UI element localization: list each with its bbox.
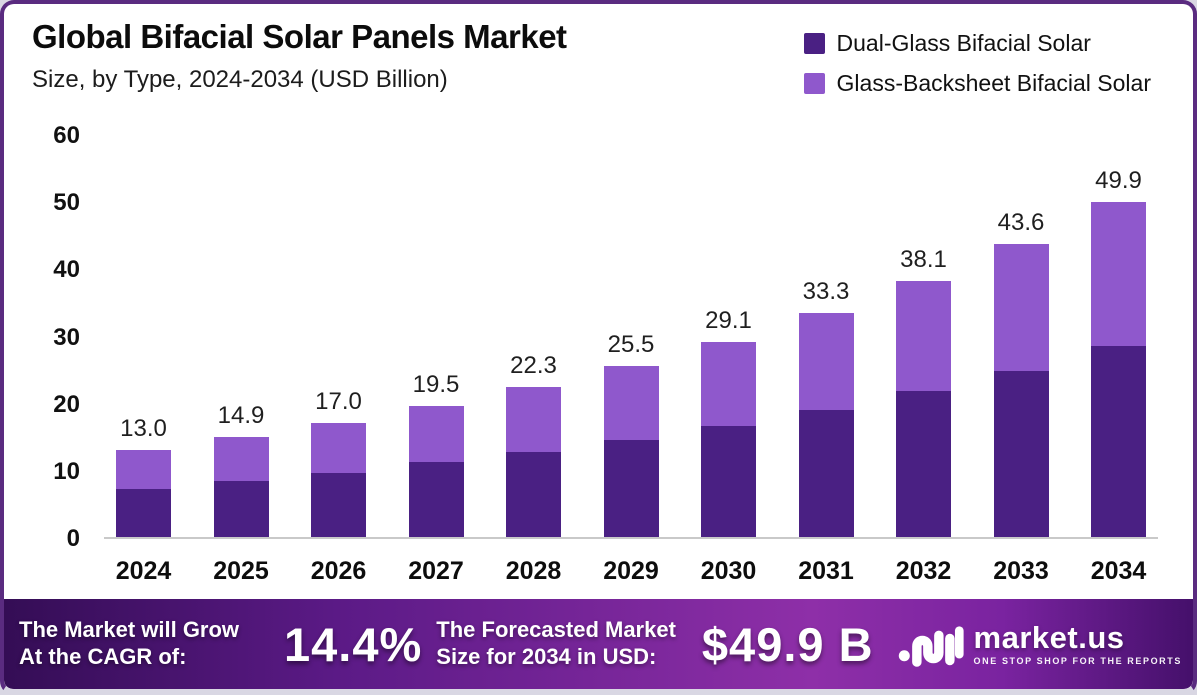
bar-segment-glass-backsheet [798, 313, 854, 411]
y-axis-tick-label: 40 [53, 256, 80, 284]
bar-total-label: 33.3 [802, 278, 850, 306]
bar-group: 33.3 [798, 278, 854, 537]
brand-tagline: ONE STOP SHOP FOR THE REPORTS [973, 656, 1182, 666]
bar-group: 29.1 [701, 307, 756, 537]
brand-logo: market.us ONE STOP SHOP FOR THE REPORTS [898, 615, 1182, 673]
cagr-label: The Market will Grow At the CAGR of: [19, 617, 284, 671]
bar-segment-glass-backsheet [993, 244, 1049, 372]
bar-total-label: 14.9 [217, 401, 265, 429]
bar-total-label: 19.5 [412, 371, 460, 399]
bar-segment-glass-backsheet [1091, 201, 1146, 347]
bar-total-label: 49.9 [1095, 166, 1142, 194]
chart-title: Global Bifacial Solar Panels Market [32, 18, 567, 55]
cagr-value: 14.4% [284, 617, 423, 671]
x-axis-label: 2024 [115, 557, 172, 585]
bar-segment-dual-glass [1091, 346, 1146, 537]
x-axis-label: 2027 [408, 557, 464, 585]
bar-segment-glass-backsheet [408, 406, 464, 463]
bar-segment-dual-glass [603, 439, 659, 537]
legend-label: Dual-Glass Bifacial Solar [836, 30, 1091, 56]
legend: Dual-Glass Bifacial Solar Glass-Backsheet… [803, 30, 1151, 97]
bar-group: 49.9 [1091, 167, 1146, 537]
bar-segment-dual-glass [311, 472, 366, 537]
bar-segment-dual-glass [116, 488, 171, 537]
chart-subtitle: Size, by Type, 2024-2034 (USD Billion) [32, 66, 448, 93]
bar-total-label: 29.1 [705, 306, 752, 334]
y-axis-tick-label: 0 [66, 525, 80, 552]
x-axis-label: 2029 [603, 557, 659, 585]
legend-item: Glass-Backsheet Bifacial Solar [803, 70, 1151, 97]
bar-segment-glass-backsheet [311, 422, 366, 473]
y-axis-tick-label: 20 [53, 390, 80, 418]
bar-group: 14.9 [213, 401, 269, 537]
legend-item: Dual-Glass Bifacial Solar [803, 30, 1151, 57]
bar-segment-glass-backsheet [896, 281, 951, 392]
bar-total-label: 13.0 [120, 414, 167, 442]
bar-group: 43.6 [993, 209, 1049, 537]
x-axis-label: 2031 [798, 557, 854, 585]
bar-segment-dual-glass [993, 371, 1049, 537]
legend-label: Glass-Backsheet Bifacial Solar [836, 70, 1151, 96]
bar-total-label: 38.1 [900, 246, 947, 274]
bar-group: 38.1 [896, 246, 951, 537]
bar-segment-glass-backsheet [213, 436, 269, 481]
x-axis-label: 2030 [700, 557, 757, 585]
bar-group: 25.5 [603, 330, 659, 537]
bar-segment-dual-glass [213, 480, 269, 537]
legend-swatch-icon [803, 73, 825, 94]
bar-segment-dual-glass [798, 410, 854, 537]
x-axis-label: 2025 [213, 557, 269, 585]
y-axis-tick-label: 10 [53, 457, 80, 485]
forecast-label-line1: The Forecasted Market [436, 617, 676, 643]
bar-group: 13.0 [116, 415, 171, 537]
bar-group: 17.0 [311, 388, 366, 537]
bar-group: 22.3 [506, 352, 561, 537]
cagr-label-line1: The Market will Grow [19, 617, 240, 643]
bar-total-label: 43.6 [997, 209, 1045, 237]
bars-container: 13.0 14.9 17.0 19.5 22.3 25.5 29.1 33.3 38.1 43.6… [104, 134, 1158, 537]
bar-total-label: 22.3 [510, 352, 557, 380]
bar-segment-dual-glass [506, 451, 561, 537]
bar-segment-glass-backsheet [603, 365, 659, 440]
legend-swatch-icon [803, 33, 825, 54]
x-axis-label: 2026 [310, 557, 367, 585]
x-axis-label: 2032 [895, 557, 952, 585]
y-axis-tick-label: 30 [53, 323, 80, 351]
footer-banner: The Market will Grow At the CAGR of: 14.… [4, 599, 1193, 689]
forecast-value: $49.9 B [701, 617, 874, 671]
y-axis-tick-label: 60 [53, 122, 80, 149]
market-us-logo-icon [898, 626, 964, 667]
bar-total-label: 17.0 [315, 387, 362, 415]
x-axis-label: 2033 [993, 557, 1049, 585]
y-axis: 0 10 20 30 40 50 60 [34, 122, 92, 552]
y-axis-tick-label: 50 [53, 189, 80, 217]
forecast-label-line2: Size for 2034 in USD: [436, 644, 657, 669]
bar-total-label: 25.5 [607, 330, 655, 358]
brand-name: market.us [973, 620, 1125, 655]
x-axis-label: 2034 [1090, 557, 1147, 585]
bar-segment-glass-backsheet [116, 449, 171, 489]
bar-segment-glass-backsheet [701, 341, 756, 427]
plot-area: 13.0 14.9 17.0 19.5 22.3 25.5 29.1 33.3 38.1 43.6… [104, 134, 1158, 539]
x-axis: 2024 2025 2026 2027 2028 2029 2030 2031 2032 2033… [104, 557, 1158, 591]
bar-segment-dual-glass [896, 391, 951, 537]
forecast-label: The Forecasted Market Size for 2034 in U… [436, 617, 676, 671]
bar-segment-glass-backsheet [506, 387, 561, 452]
cagr-label-line2: At the CAGR of: [19, 644, 187, 669]
bar-segment-dual-glass [408, 462, 464, 537]
bar-segment-dual-glass [701, 426, 756, 537]
chart: 0 10 20 30 40 50 60 13.0 14.9 17.0 19.5 22.3 25.5 29… [34, 112, 1173, 599]
bar-group: 19.5 [408, 371, 464, 537]
x-axis-label: 2028 [505, 557, 562, 585]
